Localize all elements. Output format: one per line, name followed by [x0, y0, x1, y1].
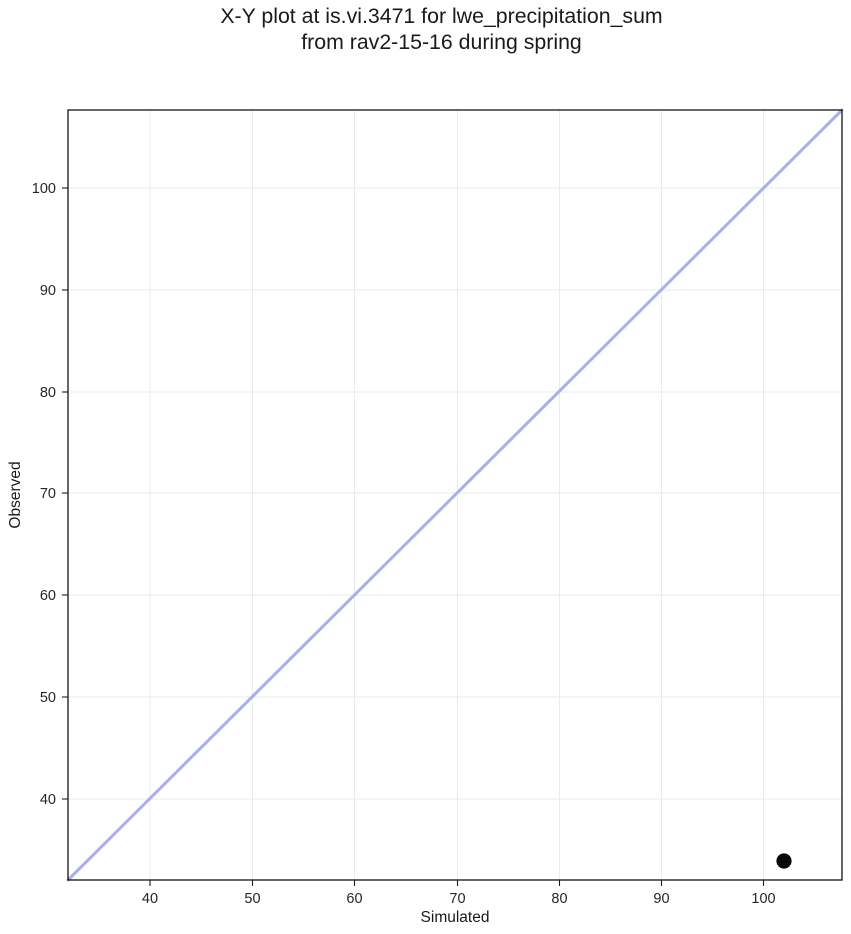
svg-text:Simulated: Simulated: [421, 909, 490, 926]
svg-text:Observed: Observed: [7, 461, 24, 528]
svg-text:40: 40: [40, 792, 56, 808]
svg-text:40: 40: [142, 891, 158, 907]
svg-text:50: 50: [40, 690, 56, 706]
svg-text:60: 60: [40, 588, 56, 604]
svg-text:90: 90: [40, 283, 56, 299]
svg-text:100: 100: [751, 891, 775, 907]
svg-text:50: 50: [244, 891, 260, 907]
svg-text:80: 80: [551, 891, 567, 907]
svg-text:90: 90: [653, 891, 669, 907]
svg-text:100: 100: [32, 181, 56, 197]
svg-text:80: 80: [40, 385, 56, 401]
svg-text:70: 70: [449, 891, 465, 907]
svg-text:70: 70: [40, 486, 56, 502]
svg-text:60: 60: [346, 891, 362, 907]
